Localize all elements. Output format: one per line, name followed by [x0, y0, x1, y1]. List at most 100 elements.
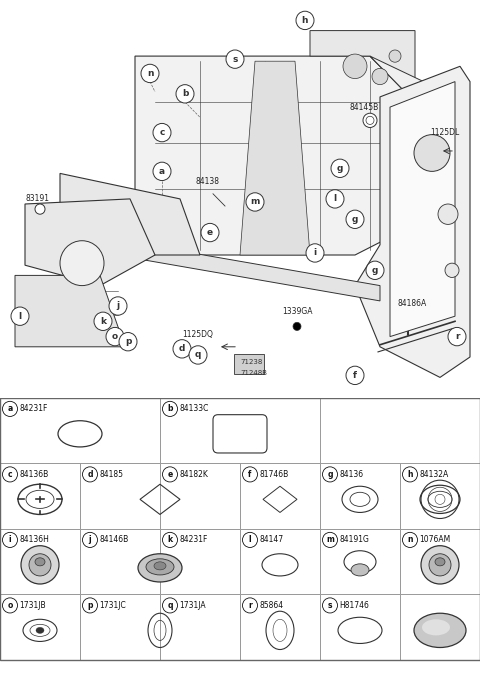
Circle shape [242, 467, 257, 482]
Ellipse shape [435, 558, 445, 566]
Circle shape [173, 340, 191, 358]
Text: 85864: 85864 [259, 601, 283, 610]
Bar [240, 463, 320, 529]
Circle shape [326, 190, 344, 208]
Circle shape [293, 322, 301, 330]
Text: j: j [117, 301, 120, 311]
Text: p: p [125, 337, 131, 346]
Circle shape [343, 54, 367, 78]
Text: 84138: 84138 [195, 177, 219, 186]
Text: g: g [352, 215, 358, 224]
Text: 1125DL: 1125DL [430, 128, 459, 137]
Circle shape [2, 532, 17, 547]
Bar [0, 463, 80, 529]
Circle shape [323, 598, 337, 613]
Text: H81746: H81746 [339, 601, 369, 610]
Circle shape [83, 532, 97, 547]
Circle shape [414, 135, 450, 171]
Text: 84147: 84147 [259, 535, 283, 545]
Text: 81746B: 81746B [259, 470, 288, 479]
Text: 1731JA: 1731JA [179, 601, 205, 610]
Text: s: s [328, 601, 332, 610]
Ellipse shape [414, 613, 466, 647]
Bar [160, 594, 240, 660]
Text: 1731JB: 1731JB [19, 601, 46, 610]
Text: q: q [195, 350, 201, 360]
Circle shape [35, 204, 45, 214]
Circle shape [403, 467, 418, 482]
Bar [0, 594, 80, 660]
Bar [320, 594, 400, 660]
Text: l: l [334, 194, 336, 203]
Text: 1731JC: 1731JC [99, 601, 126, 610]
Polygon shape [145, 245, 380, 301]
Bar [80, 463, 160, 529]
Text: f: f [353, 371, 357, 380]
Text: m: m [326, 535, 334, 545]
Bar [160, 529, 240, 594]
FancyBboxPatch shape [234, 354, 264, 374]
Bar [0, 398, 160, 463]
Text: 84191G: 84191G [339, 535, 369, 545]
Text: g: g [337, 164, 343, 173]
Text: j: j [89, 535, 91, 545]
Text: c: c [8, 470, 12, 479]
Text: q: q [167, 601, 173, 610]
Text: 1339GA: 1339GA [282, 307, 312, 316]
Bar [400, 463, 480, 529]
Circle shape [403, 532, 418, 547]
Text: p: p [87, 601, 93, 610]
Text: h: h [302, 16, 308, 25]
Text: h: h [407, 470, 413, 479]
Circle shape [141, 65, 159, 83]
Polygon shape [240, 61, 310, 255]
Text: e: e [168, 470, 173, 479]
Polygon shape [370, 56, 445, 224]
Text: r: r [248, 601, 252, 610]
Ellipse shape [351, 564, 369, 576]
Circle shape [363, 114, 377, 128]
Text: b: b [167, 405, 173, 413]
Circle shape [323, 532, 337, 547]
Ellipse shape [146, 559, 174, 575]
Circle shape [153, 163, 171, 181]
Text: l: l [249, 535, 252, 545]
Text: r: r [455, 332, 459, 341]
Circle shape [109, 296, 127, 316]
Text: 84133C: 84133C [179, 405, 208, 413]
Bar [320, 529, 400, 594]
Ellipse shape [36, 628, 44, 633]
Circle shape [163, 401, 178, 416]
Circle shape [323, 467, 337, 482]
Circle shape [2, 467, 17, 482]
Text: k: k [100, 317, 106, 326]
Text: d: d [87, 470, 93, 479]
Circle shape [346, 210, 364, 228]
Text: 84182K: 84182K [179, 470, 208, 479]
Bar [160, 398, 320, 463]
Circle shape [201, 223, 219, 242]
Text: g: g [327, 470, 333, 479]
Ellipse shape [35, 558, 45, 566]
Text: k: k [168, 535, 173, 545]
Bar [0, 529, 80, 594]
Text: n: n [407, 535, 413, 545]
Bar [80, 594, 160, 660]
Circle shape [106, 328, 124, 346]
Circle shape [389, 50, 401, 63]
Circle shape [2, 598, 17, 613]
Circle shape [163, 532, 178, 547]
Bar [240, 529, 320, 594]
Circle shape [366, 116, 374, 124]
Circle shape [94, 312, 112, 330]
Circle shape [242, 598, 257, 613]
Text: l: l [18, 311, 22, 321]
Text: e: e [207, 228, 213, 237]
Text: 1125DQ: 1125DQ [182, 330, 213, 339]
Circle shape [226, 50, 244, 68]
Polygon shape [135, 56, 415, 255]
Circle shape [119, 333, 137, 351]
Text: a: a [159, 167, 165, 176]
Ellipse shape [138, 554, 182, 582]
Text: 84146B: 84146B [99, 535, 128, 545]
